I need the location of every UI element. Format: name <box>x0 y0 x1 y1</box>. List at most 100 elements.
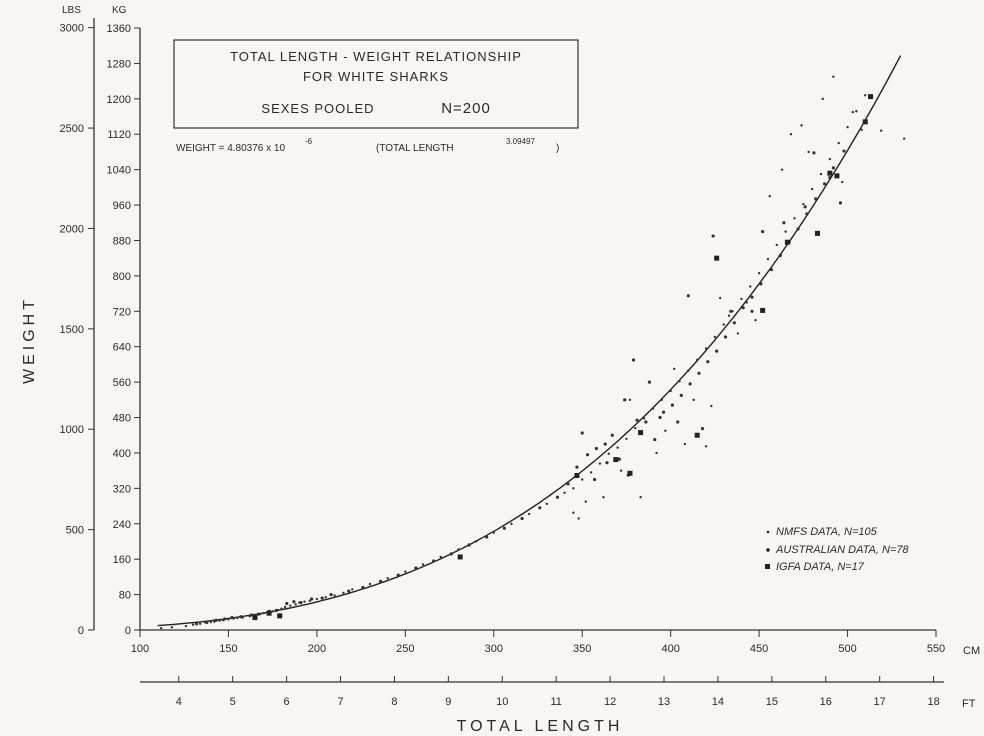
data-point-nmfs <box>209 620 212 624</box>
data-point-australian <box>686 294 690 298</box>
data-point-australian <box>653 438 657 442</box>
data-point-igfa <box>862 119 868 125</box>
data-point-australian <box>603 442 607 446</box>
x-tick-label-ft: 16 <box>820 696 832 708</box>
x-tick-label-ft: 13 <box>658 696 670 708</box>
formula-exponent: -6 <box>305 137 313 146</box>
data-point-nmfs <box>572 511 575 514</box>
data-point-australian <box>750 309 754 313</box>
data-point-nmfs <box>902 137 906 140</box>
data-point-nmfs <box>351 588 354 591</box>
data-point-australian <box>605 461 609 465</box>
y-tick-label-kg: 0 <box>125 625 131 637</box>
data-point-nmfs <box>832 75 835 78</box>
y-tick-label-kg: 480 <box>113 413 131 425</box>
data-point-australian <box>593 477 597 482</box>
data-point-australian <box>778 253 782 258</box>
data-point-nmfs <box>628 398 632 402</box>
data-point-australian <box>320 596 324 600</box>
data-point-nmfs <box>664 429 667 433</box>
y-tick-label-kg: 400 <box>113 448 131 460</box>
data-point-australian <box>555 495 560 499</box>
data-point-nmfs <box>713 335 717 339</box>
data-point-australian <box>661 410 666 414</box>
x-tick-label-ft: 8 <box>391 696 397 708</box>
data-point-nmfs <box>198 622 202 626</box>
data-point-nmfs <box>802 202 805 206</box>
data-point-nmfs <box>294 603 297 606</box>
data-point-nmfs <box>800 124 803 127</box>
data-point-australian <box>715 349 719 353</box>
y-tick-label-lbs: 1500 <box>60 324 84 336</box>
data-point-nmfs <box>669 389 672 393</box>
data-point-australian <box>796 227 800 231</box>
data-point-nmfs <box>837 141 840 145</box>
y-tick-label-lbs: 500 <box>66 525 84 537</box>
data-point-australian <box>347 589 351 593</box>
data-point-nmfs <box>634 426 637 430</box>
data-point-australian <box>644 420 648 424</box>
y-tick-label-kg: 720 <box>113 306 131 318</box>
data-point-nmfs <box>855 110 858 113</box>
data-point-igfa <box>457 554 463 560</box>
data-point-australian <box>812 151 816 155</box>
data-point-nmfs <box>236 616 239 620</box>
data-point-nmfs <box>289 604 292 607</box>
chart-subtitle: SEXES POOLED <box>261 101 374 116</box>
y-tick-label-kg: 960 <box>113 200 131 212</box>
x-tick-label-cm: 200 <box>308 643 326 655</box>
x-unit-ft: FT <box>962 698 976 710</box>
title-box-border <box>173 39 579 129</box>
data-point-nmfs <box>619 469 623 472</box>
data-point-nmfs <box>766 257 770 261</box>
data-point-australian <box>575 465 579 469</box>
data-point-australian <box>676 420 680 424</box>
data-point-australian <box>274 608 278 613</box>
data-point-australian <box>239 615 243 619</box>
x-tick-label-ft: 4 <box>176 696 182 708</box>
legend: NMFS DATA, N=105 AUSTRALIAN DATA, N=78 I… <box>765 526 909 573</box>
data-point-igfa <box>827 170 833 176</box>
legend-label-nmfs: NMFS DATA, N=105 <box>776 526 878 538</box>
data-point-nmfs <box>191 623 195 626</box>
data-point-australian <box>485 535 489 539</box>
data-point-australian <box>838 201 843 205</box>
x-tick-label-cm: 500 <box>838 643 856 655</box>
data-point-australian <box>688 382 692 386</box>
x-tick-label-ft: 10 <box>496 696 508 708</box>
data-point-igfa <box>784 239 790 245</box>
data-point-australian <box>697 371 701 375</box>
data-point-nmfs <box>639 496 642 499</box>
data-point-australian <box>292 600 296 604</box>
data-point-nmfs <box>819 172 823 176</box>
formula-close: ) <box>556 143 559 154</box>
data-point-australian <box>502 526 506 530</box>
data-point-igfa <box>714 255 720 261</box>
legend-label-australian: AUSTRALIAN DATA, N=78 <box>775 544 909 556</box>
x-unit-cm: CM <box>963 645 980 657</box>
y-tick-label-kg: 1360 <box>107 23 131 35</box>
data-point-nmfs <box>625 437 628 440</box>
data-point-nmfs <box>821 97 824 101</box>
x-tick-label-ft: 9 <box>445 696 451 708</box>
data-point-nmfs <box>227 618 230 621</box>
data-point-nmfs <box>704 347 708 350</box>
legend-marker-igfa <box>765 564 770 569</box>
data-point-igfa <box>574 473 580 479</box>
x-tick-label-ft: 6 <box>284 696 290 708</box>
y-tick-label-lbs: 0 <box>78 625 84 637</box>
data-point-nmfs <box>308 599 312 602</box>
data-point-australian <box>647 380 652 384</box>
data-point-nmfs <box>368 582 372 586</box>
data-point-nmfs <box>841 180 844 184</box>
y-tick-label-kg: 160 <box>113 554 131 566</box>
data-point-nmfs <box>602 496 605 499</box>
x-tick-label-cm: 150 <box>219 643 237 655</box>
data-point-nmfs <box>727 314 731 317</box>
legend-item: AUSTRALIAN DATA, N=78 <box>766 544 909 556</box>
data-point-igfa <box>868 94 874 100</box>
data-point-australian <box>761 230 765 234</box>
data-point-nmfs <box>710 404 713 408</box>
x-tick-label-ft: 17 <box>874 696 886 708</box>
data-point-australian <box>658 415 662 420</box>
